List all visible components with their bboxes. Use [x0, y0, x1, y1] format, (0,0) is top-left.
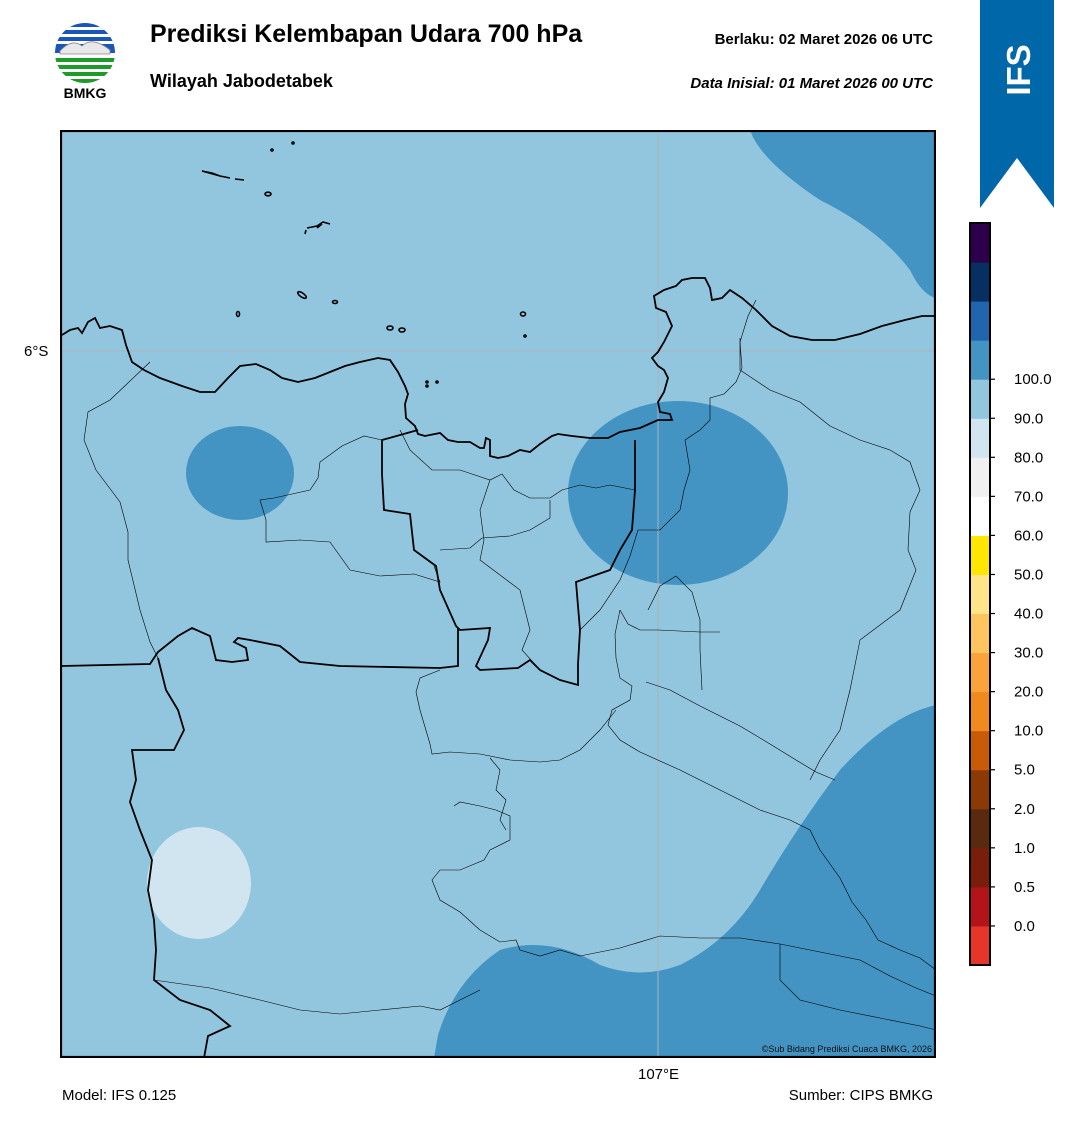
- province-border-banten-south: [129, 657, 232, 1056]
- colorbar-frame: [969, 222, 991, 966]
- source-label: Sumber: CIPS BMKG: [788, 1087, 933, 1104]
- colorbar-tick-label: 1.0: [1014, 840, 1035, 857]
- page-subtitle: Wilayah Jabodetabek: [150, 71, 333, 91]
- humidity-zone-ne: [750, 132, 934, 298]
- colorbar-segment: [970, 847, 990, 888]
- colorbar-tick-label: 5.0: [1014, 762, 1035, 779]
- colorbar-tick-label: 30.0: [1014, 645, 1043, 662]
- bmkg-logo-icon: BMKG: [55, 23, 115, 101]
- colorbar-tick-label: 0.5: [1014, 879, 1035, 896]
- colorbar-tick-label: 2.0: [1014, 801, 1035, 818]
- colorbar-tick-label: 20.0: [1014, 684, 1043, 701]
- bmkg-logo: BMKG: [52, 20, 118, 102]
- colorbar-segment: [970, 535, 990, 575]
- regency-borders: [83, 299, 934, 1030]
- humidity-map: ©Sub Bidang Prediksi Cuaca BMKG, 2026: [59, 129, 937, 1059]
- colorbar-segment: [970, 418, 990, 458]
- colorbar-segment: [970, 496, 990, 536]
- colorbar-segment: [970, 886, 990, 927]
- colorbar-tick-label: 90.0: [1014, 410, 1043, 427]
- humidity-zone-dry-southwest: [147, 827, 251, 939]
- valid-time: Berlaku: 02 Maret 2026 06 UTC: [714, 31, 933, 48]
- colorbar-segment: [970, 769, 990, 810]
- map-copyright: ©Sub Bidang Prediksi Cuaca BMKG, 2026: [762, 1044, 932, 1054]
- humidity-zone-south-east: [434, 705, 934, 1056]
- colorbar-segment: [970, 613, 990, 654]
- ifs-ribbon: IFS: [980, 0, 1054, 210]
- colorbar-segment: [970, 262, 990, 302]
- humidity-zone-central-east: [568, 401, 788, 585]
- lon-axis-label: 107°E: [638, 1066, 680, 1083]
- colorbar-segment: [970, 340, 990, 380]
- colorbar-tick-label: 50.0: [1014, 566, 1043, 583]
- province-border-jakarta: [381, 429, 636, 687]
- colorbar-tick-label: 10.0: [1014, 723, 1043, 740]
- humidity-zone-west: [186, 426, 294, 520]
- colorbar-segment: [970, 379, 990, 419]
- colorbar-segment: [970, 730, 990, 771]
- coastline: [62, 277, 934, 459]
- colorbar-segment: [970, 808, 990, 849]
- lat-axis-label: 6°S: [24, 343, 49, 360]
- logo-text: BMKG: [64, 85, 107, 101]
- colorbar-segment: [970, 457, 990, 497]
- init-time: Data Inisial: 01 Maret 2026 00 UTC: [690, 75, 933, 92]
- province-border-banten: [62, 626, 459, 669]
- thousand-islands: [201, 141, 527, 388]
- map-frame: [59, 129, 937, 1059]
- colorbar-segment: [970, 301, 990, 341]
- colorbar: 0.0 0.5 1.0 2.0 5.0 10.0 20.0 30.0 40.0 50.0 60.0 7…: [960, 215, 1081, 975]
- colorbar-segment: [970, 574, 990, 615]
- colorbar-segment: [970, 223, 990, 263]
- colorbar-segment: [970, 691, 990, 732]
- colorbar-tick-label: 60.0: [1014, 527, 1043, 544]
- ribbon-text: IFS: [1000, 44, 1037, 95]
- model-label: Model: IFS 0.125: [62, 1087, 177, 1104]
- colorbar-segment: [970, 652, 990, 693]
- colorbar-tick-label: 80.0: [1014, 449, 1043, 466]
- page-title: Prediksi Kelembapan Udara 700 hPa: [150, 20, 583, 48]
- colorbar-tick-label: 0.0: [1014, 918, 1035, 935]
- colorbar-tick-label: 70.0: [1014, 488, 1043, 505]
- colorbar-segment: [970, 925, 990, 966]
- colorbar-tick-label: 100.0: [1014, 371, 1052, 388]
- colorbar-tick-label: 40.0: [1014, 606, 1043, 623]
